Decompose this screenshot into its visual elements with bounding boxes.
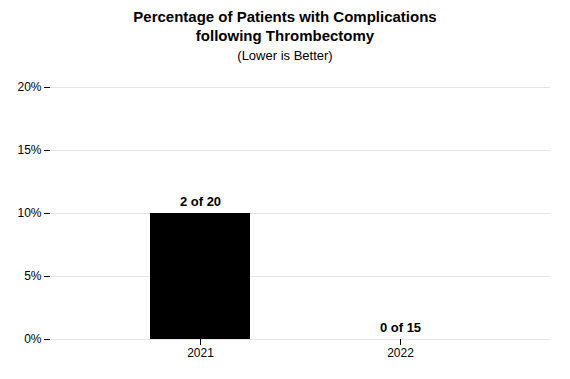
- svg-text:0 of 15: 0 of 15: [380, 319, 421, 334]
- svg-text:2021: 2021: [187, 346, 214, 360]
- svg-text:2022: 2022: [387, 346, 414, 360]
- svg-text:15%: 15%: [17, 143, 41, 157]
- svg-text:0%: 0%: [24, 332, 42, 346]
- svg-text:5%: 5%: [24, 269, 42, 283]
- html-text:Percentage of Patients with Co: Percentage of Patients with Complication…: [133, 8, 437, 44]
- svg-text:2 of 20: 2 of 20: [180, 193, 221, 208]
- html-text:(Lower is Better): (Lower is Better): [237, 47, 333, 63]
- svg-text:10%: 10%: [17, 206, 41, 220]
- svg-text:20%: 20%: [17, 80, 41, 94]
